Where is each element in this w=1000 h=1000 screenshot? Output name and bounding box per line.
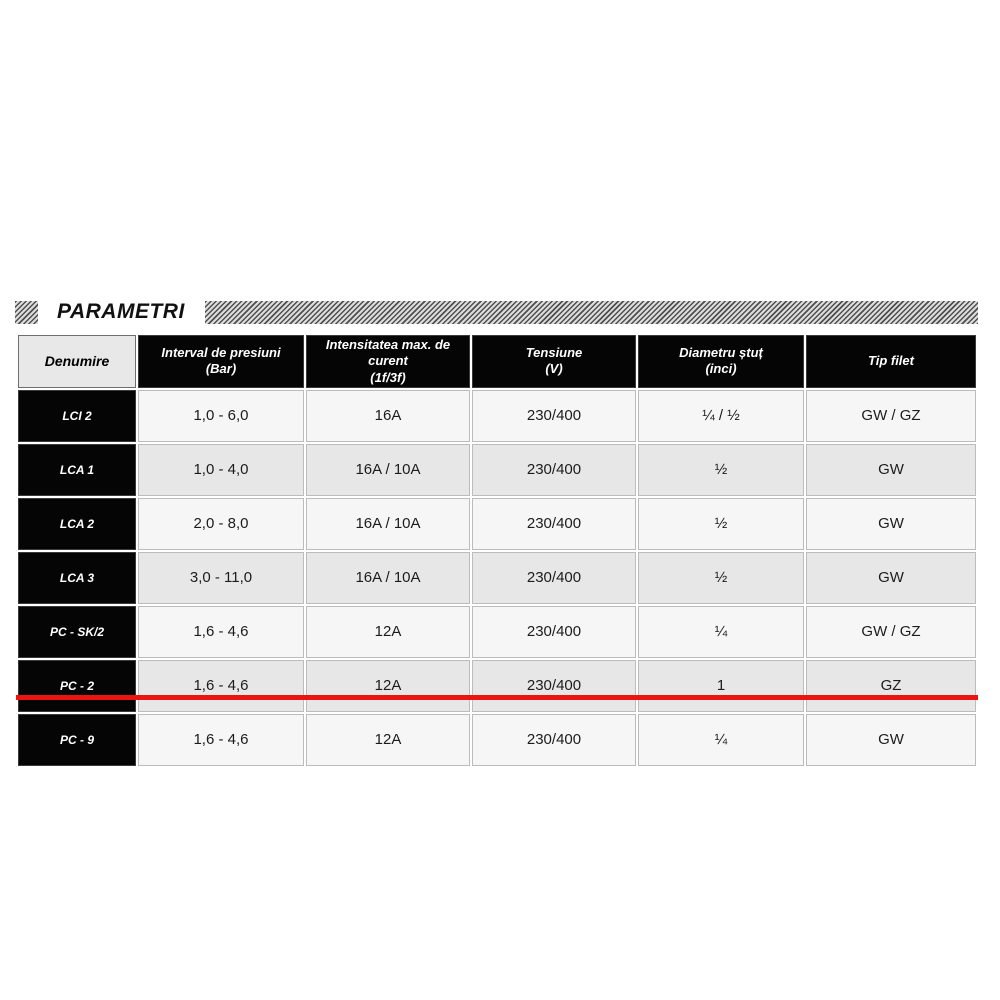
cell-current: 16A / 10A bbox=[306, 497, 470, 550]
cell-pressure: 1,0 - 4,0 bbox=[138, 443, 304, 496]
cell-pressure: 1,6 - 4,6 bbox=[138, 659, 304, 712]
column-header-label: Diametru ștuț bbox=[679, 345, 763, 361]
cell-diameter: 1 bbox=[638, 659, 804, 712]
table-row: LCA 3 3,0 - 11,0 16A / 10A 230/400 ½ GW bbox=[18, 551, 976, 604]
column-header-tip-filet: Tip filet bbox=[806, 335, 976, 388]
page-title: PARAMETRI bbox=[57, 300, 185, 323]
cell-voltage: 230/400 bbox=[472, 659, 636, 712]
cell-pressure: 1,6 - 4,6 bbox=[138, 605, 304, 658]
cell-diameter: ¼ / ½ bbox=[638, 389, 804, 442]
cell-thread: GZ bbox=[806, 659, 976, 712]
cell-current: 16A / 10A bbox=[306, 551, 470, 604]
cell-voltage: 230/400 bbox=[472, 497, 636, 550]
cell-voltage: 230/400 bbox=[472, 443, 636, 496]
cell-current: 12A bbox=[306, 659, 470, 712]
column-header-label: Tensiune bbox=[525, 345, 583, 361]
cell-voltage: 230/400 bbox=[472, 551, 636, 604]
hatch-square-decoration bbox=[15, 300, 38, 324]
cell-current: 16A bbox=[306, 389, 470, 442]
cell-diameter: ¼ bbox=[638, 713, 804, 766]
column-header-tensiune: Tensiune (V) bbox=[472, 335, 636, 388]
cell-thread: GW bbox=[806, 497, 976, 550]
cell-diameter: ½ bbox=[638, 497, 804, 550]
cell-thread: GW bbox=[806, 551, 976, 604]
column-header-diametru-stut: Diametru ștuț (inci) bbox=[638, 335, 804, 388]
cell-current: 16A / 10A bbox=[306, 443, 470, 496]
header-row: Denumire Interval de presiuni (Bar) Inte… bbox=[18, 335, 976, 388]
cell-pressure: 3,0 - 11,0 bbox=[138, 551, 304, 604]
cell-current: 12A bbox=[306, 605, 470, 658]
cell-voltage: 230/400 bbox=[472, 389, 636, 442]
table-row: LCA 2 2,0 - 8,0 16A / 10A 230/400 ½ GW bbox=[18, 497, 976, 550]
cell-diameter: ¼ bbox=[638, 605, 804, 658]
cell-product-name: LCA 2 bbox=[18, 497, 136, 550]
cell-diameter: ½ bbox=[638, 551, 804, 604]
column-header-sublabel: (V) bbox=[545, 361, 563, 377]
cell-voltage: 230/400 bbox=[472, 713, 636, 766]
parameters-table-container: Denumire Interval de presiuni (Bar) Inte… bbox=[16, 333, 978, 768]
cell-diameter: ½ bbox=[638, 443, 804, 496]
section-header: PARAMETRI bbox=[15, 300, 978, 324]
parameters-table: Denumire Interval de presiuni (Bar) Inte… bbox=[16, 333, 978, 768]
column-header-label: Denumire bbox=[44, 352, 110, 369]
column-header-denumire: Denumire bbox=[18, 335, 136, 388]
cell-product-name: LCI 2 bbox=[18, 389, 136, 442]
column-header-sublabel: (inci) bbox=[705, 361, 737, 377]
hatch-strip-decoration bbox=[204, 300, 978, 324]
table-row: PC - 2 1,6 - 4,6 12A 230/400 1 GZ bbox=[18, 659, 976, 712]
table-row: LCI 2 1,0 - 6,0 16A 230/400 ¼ / ½ GW / G… bbox=[18, 389, 976, 442]
red-divider-line bbox=[16, 695, 978, 700]
cell-thread: GW bbox=[806, 713, 976, 766]
cell-product-name: LCA 1 bbox=[18, 443, 136, 496]
cell-thread: GW bbox=[806, 443, 976, 496]
cell-product-name: PC - SK/2 bbox=[18, 605, 136, 658]
cell-pressure: 2,0 - 8,0 bbox=[138, 497, 304, 550]
cell-current: 12A bbox=[306, 713, 470, 766]
column-header-sublabel: (1f/3f) bbox=[370, 369, 406, 385]
table-row: LCA 1 1,0 - 4,0 16A / 10A 230/400 ½ GW bbox=[18, 443, 976, 496]
column-header-intensitate-curent: Intensitatea max. de curent (1f/3f) bbox=[306, 335, 470, 388]
column-header-label: Tip filet bbox=[868, 353, 914, 369]
table-row: PC - 9 1,6 - 4,6 12A 230/400 ¼ GW bbox=[18, 713, 976, 766]
column-header-interval-presiuni: Interval de presiuni (Bar) bbox=[138, 335, 304, 388]
column-header-label: Intensitatea max. de curent bbox=[325, 337, 451, 369]
table-row: PC - SK/2 1,6 - 4,6 12A 230/400 ¼ GW / G… bbox=[18, 605, 976, 658]
cell-product-name: PC - 9 bbox=[18, 713, 136, 766]
column-header-label: Interval de presiuni bbox=[161, 345, 281, 361]
cell-pressure: 1,6 - 4,6 bbox=[138, 713, 304, 766]
cell-thread: GW / GZ bbox=[806, 605, 976, 658]
column-header-sublabel: (Bar) bbox=[205, 361, 237, 377]
cell-pressure: 1,0 - 6,0 bbox=[138, 389, 304, 442]
cell-product-name: PC - 2 bbox=[18, 659, 136, 712]
cell-product-name: LCA 3 bbox=[18, 551, 136, 604]
cell-voltage: 230/400 bbox=[472, 605, 636, 658]
cell-thread: GW / GZ bbox=[806, 389, 976, 442]
